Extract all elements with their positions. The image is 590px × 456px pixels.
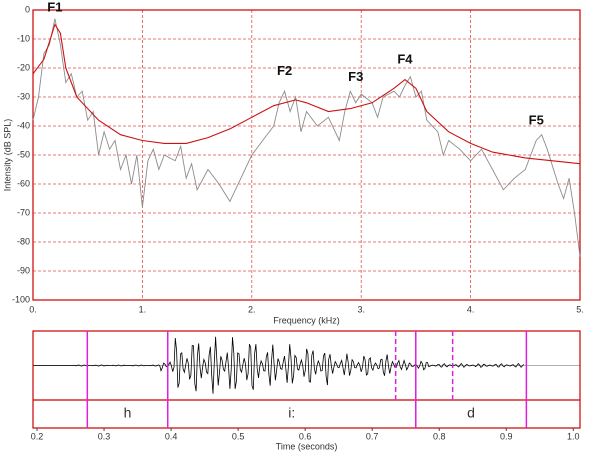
x-tick-label: 0.	[29, 304, 37, 314]
x-axis-label: Frequency (kHz)	[273, 315, 340, 325]
x-tick-label: 0.2	[31, 431, 44, 441]
y-axis-label: Intensity (dB SPL)	[2, 119, 12, 192]
y-tick-label: -50	[17, 149, 30, 159]
x-tick-label: 0.6	[299, 431, 312, 441]
x-tick-label: 0.4	[165, 431, 178, 441]
panel-frame	[32, 330, 581, 429]
segment-label: h	[124, 405, 132, 421]
x-tick-label: 0.8	[433, 431, 446, 441]
x-tick-label: 3.	[357, 304, 365, 314]
x-tick-label: 2.	[248, 304, 256, 314]
x-tick-label: 4.	[467, 304, 475, 314]
x-tick-label: 0.9	[500, 431, 513, 441]
x-tick-label: 1.	[139, 304, 147, 314]
formant-label: F1	[47, 0, 62, 14]
y-tick-label: 0	[25, 4, 30, 14]
x-axis-label: Time (seconds)	[276, 441, 338, 451]
segment-label: d	[467, 405, 475, 421]
segment-label: i:	[288, 405, 295, 421]
y-tick-label: -20	[17, 62, 30, 72]
spectrum-line	[32, 23, 581, 165]
formant-label: F4	[397, 51, 413, 66]
x-tick-label: 0.5	[232, 431, 245, 441]
x-tick-label: 1.0	[567, 431, 580, 441]
y-tick-label: -80	[17, 236, 30, 246]
y-tick-label: -90	[17, 265, 30, 275]
x-tick-label: 5.	[576, 304, 584, 314]
formant-label: F3	[348, 69, 363, 84]
y-tick-label: -40	[17, 120, 30, 130]
waveform	[32, 336, 525, 394]
y-tick-label: -60	[17, 178, 30, 188]
x-tick-label: 0.3	[98, 431, 111, 441]
plot-frame	[32, 9, 581, 301]
y-tick-label: -70	[17, 207, 30, 217]
spectrum-line	[32, 18, 581, 257]
x-tick-label: 0.7	[366, 431, 379, 441]
y-tick-label: -100	[12, 294, 30, 304]
y-tick-label: -10	[17, 33, 30, 43]
formant-label: F2	[277, 63, 292, 78]
formant-label: F5	[529, 112, 544, 127]
y-tick-label: -30	[17, 91, 30, 101]
